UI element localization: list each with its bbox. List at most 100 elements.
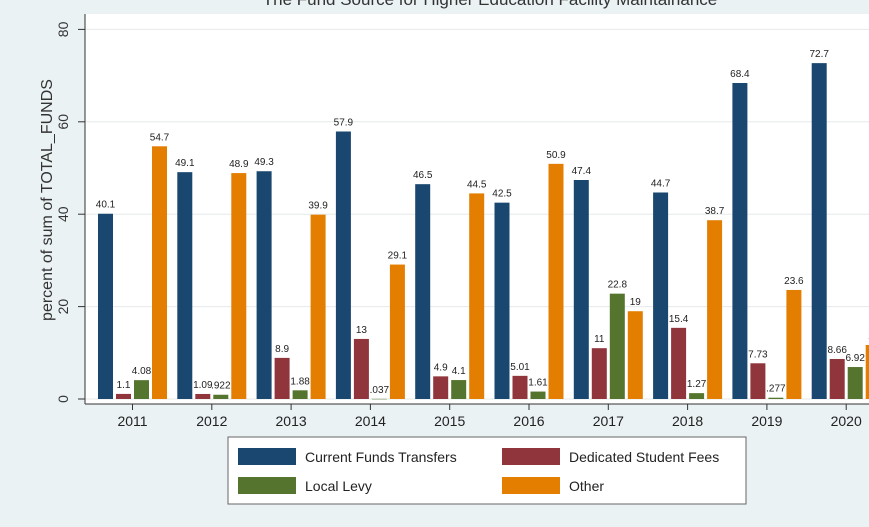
- data-label: 72.7: [809, 49, 829, 60]
- legend-swatch-current-funds-transfers: [238, 448, 296, 465]
- data-label: .277: [766, 384, 786, 395]
- x-tick-label: 2018: [672, 413, 703, 429]
- bar: [195, 393, 211, 399]
- bar: [811, 63, 827, 399]
- bar: [231, 173, 247, 399]
- bar: [653, 192, 669, 399]
- bar: [707, 220, 723, 399]
- x-tick-label: 2020: [831, 413, 862, 429]
- data-label: 50.9: [546, 150, 566, 161]
- bar: [829, 358, 845, 399]
- bar: [335, 131, 351, 399]
- bar: [433, 376, 449, 399]
- legend-label-local-levy: Local Levy: [305, 478, 372, 494]
- bar: [591, 348, 607, 399]
- data-label: 6.92: [845, 353, 865, 364]
- data-label: 48.9: [229, 159, 249, 170]
- bar: [609, 293, 625, 399]
- bar: [750, 363, 766, 399]
- data-label: 8.9: [275, 344, 289, 355]
- bar: [627, 311, 643, 399]
- data-label: 4.1: [452, 366, 466, 377]
- bar: [415, 184, 431, 399]
- legend-label-other: Other: [569, 478, 604, 494]
- data-label: 54.7: [150, 132, 170, 143]
- bar: [512, 375, 528, 399]
- data-label: 13: [356, 325, 368, 336]
- bar: [389, 264, 405, 399]
- data-label: 8.66: [827, 345, 847, 356]
- data-label: .922: [211, 381, 231, 392]
- legend-box: [227, 436, 747, 505]
- bar: [213, 394, 229, 399]
- data-label: 4.08: [132, 366, 152, 377]
- data-labels: 40.1 1.14.08 54.7 49.1 1.09.922 48.9 49.3 8.9 1.…: [96, 49, 869, 396]
- legend-swatch-dedicated-student-fees: [502, 448, 560, 465]
- bar: [98, 213, 113, 399]
- data-label: 49.3: [254, 157, 274, 168]
- data-label: 1.61: [528, 378, 548, 389]
- bar: [256, 171, 272, 399]
- data-label: 38.7: [705, 206, 725, 217]
- bar: [310, 214, 326, 399]
- data-label: 1.09: [193, 380, 213, 391]
- data-label: 7.73: [748, 349, 768, 360]
- bar: [689, 393, 705, 399]
- data-label: 68.4: [730, 69, 750, 80]
- bar: [152, 146, 167, 399]
- data-label: 15.4: [669, 314, 689, 325]
- x-tick-label: 2016: [513, 413, 544, 429]
- y-tick-label: 40: [55, 206, 71, 222]
- bar: [469, 193, 485, 399]
- bar: [116, 393, 131, 399]
- bar: [847, 367, 863, 399]
- y-axis-label: percent of sum of TOTAL_FUNDS: [39, 79, 56, 321]
- bar: [732, 82, 748, 399]
- chart-title: The Fund Source for Higher Education Fac…: [263, 0, 718, 9]
- data-label: 23.6: [784, 276, 804, 287]
- bar: [494, 202, 510, 399]
- data-label: 42.5: [492, 189, 512, 200]
- data-label: 1.27: [687, 379, 707, 390]
- y-tick-label: 20: [55, 299, 71, 315]
- x-tick-label: 2015: [434, 413, 465, 429]
- bar: [177, 172, 193, 399]
- bar: [530, 391, 546, 399]
- y-tick-label: 80: [55, 21, 71, 37]
- data-label: 1.1: [117, 380, 131, 391]
- y-tick-label: 0: [55, 395, 71, 403]
- data-label: 40.1: [96, 200, 116, 211]
- x-axis: 2011 2012 2013 2014 2015 2016 2017 2018 2019 2020: [85, 403, 869, 429]
- bar: [573, 180, 589, 399]
- legend: Current Funds Transfers Dedicated Studen…: [227, 436, 747, 505]
- data-label: 29.1: [388, 251, 408, 262]
- data-label: 4.9: [434, 362, 448, 373]
- x-tick-label: 2011: [117, 413, 147, 429]
- data-label: 22.8: [608, 280, 628, 291]
- bar: [134, 380, 149, 399]
- y-axis: 0 20 40 60 80: [55, 14, 86, 404]
- x-tick-label: 2013: [276, 413, 307, 429]
- data-label: 44.7: [651, 178, 671, 189]
- x-tick-label: 2017: [593, 413, 624, 429]
- legend-swatch-other: [502, 477, 560, 494]
- bar: [768, 397, 784, 399]
- bar: [865, 344, 869, 399]
- data-label: 49.1: [175, 158, 195, 169]
- bar: [353, 338, 369, 399]
- legend-swatch-local-levy: [238, 477, 296, 494]
- bar: [548, 163, 564, 399]
- data-label: 57.9: [334, 118, 354, 129]
- bar: [786, 289, 802, 399]
- x-tick-label: 2014: [355, 413, 386, 429]
- bar: [274, 357, 290, 399]
- data-label: 5.01: [510, 362, 530, 373]
- data-label: .037: [370, 385, 390, 396]
- y-tick-label: 60: [55, 114, 71, 130]
- data-label: 19: [630, 297, 642, 308]
- data-label: 1.88: [290, 376, 310, 387]
- x-tick-label: 2012: [196, 413, 227, 429]
- data-label: 39.9: [308, 201, 328, 212]
- bar: [292, 390, 308, 399]
